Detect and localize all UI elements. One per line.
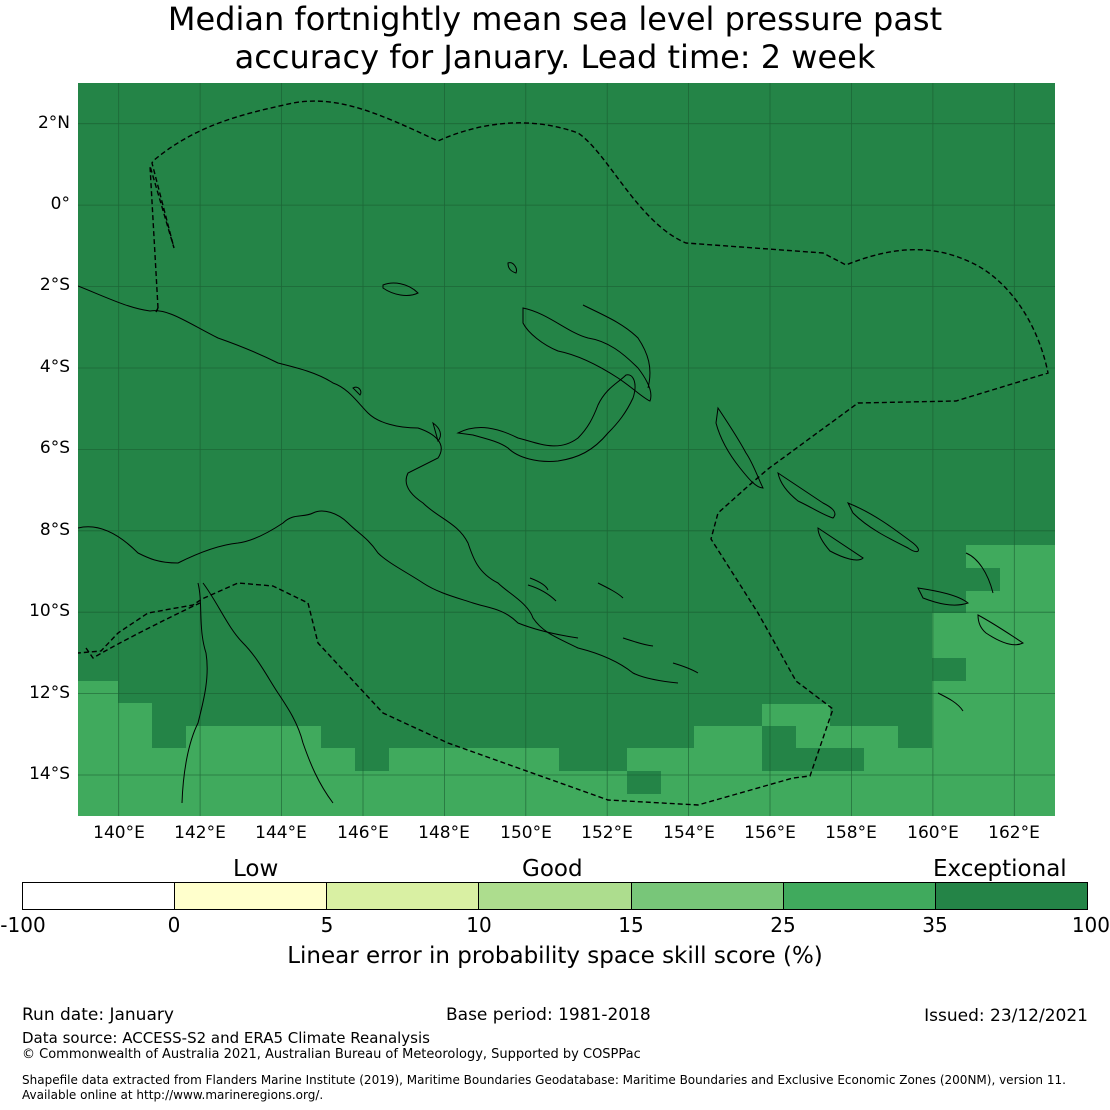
- exceptional-patch-3: [796, 748, 864, 771]
- lat-label-0: 0°: [50, 194, 70, 214]
- lon-label-148e: 148°E: [418, 823, 470, 843]
- colorbar-segment-2: [175, 883, 328, 909]
- lon-label-160e: 160°E: [907, 823, 959, 843]
- colorbar-tick-5: 5: [320, 913, 334, 937]
- lat-label-6s: 6°S: [39, 438, 70, 458]
- colorbar-segment-1: [23, 883, 176, 909]
- colorbar-title: Linear error in probability space skill …: [287, 943, 823, 969]
- map-svg: [78, 83, 1055, 816]
- data-source: Data source: ACCESS-S2 and ERA5 Climate …: [22, 1029, 430, 1047]
- category-good: Good: [522, 856, 583, 882]
- map-title: Median fortnightly mean sea level pressu…: [0, 0, 1110, 76]
- colorbar-tick-100: 100: [1071, 913, 1110, 937]
- exceptional-patch-1: [627, 771, 661, 794]
- lat-label-12s: 12°S: [29, 683, 70, 703]
- lat-label-2n: 2°N: [37, 113, 70, 133]
- lat-label-4s: 4°S: [39, 357, 70, 377]
- issued-date: Issued: 23/12/2021: [924, 1006, 1088, 1026]
- coastlines: [78, 262, 1024, 804]
- title-line-1: Median fortnightly mean sea level pressu…: [167, 0, 943, 38]
- lon-label-144e: 144°E: [255, 823, 307, 843]
- colorbar-segment-3: [327, 883, 480, 909]
- title-line-2: accuracy for January. Lead time: 2 week: [234, 38, 876, 76]
- colorbar-segment-6: [783, 883, 936, 909]
- colorbar-tick-0: 0: [167, 913, 181, 937]
- skill-score-map: [78, 83, 1055, 816]
- lat-label-10s: 10°S: [29, 601, 70, 621]
- lon-label-152e: 152°E: [581, 823, 633, 843]
- category-low: Low: [233, 856, 279, 882]
- lat-label-2s: 2°S: [39, 275, 70, 295]
- lon-label-156e: 156°E: [744, 823, 796, 843]
- graticule: [78, 83, 1055, 816]
- copyright: © Commonwealth of Australia 2021, Austra…: [22, 1047, 641, 1062]
- colorbar-tick-35: 35: [922, 913, 948, 937]
- shapefile-credit-2: Available online at http://www.marinereg…: [22, 1088, 324, 1102]
- lon-label-150e: 150°E: [500, 823, 552, 843]
- colorbar-segment-7: [935, 883, 1087, 909]
- colorbar-tick-10: 10: [466, 913, 492, 937]
- colorbar-segment-4: [479, 883, 632, 909]
- lon-label-142e: 142°E: [174, 823, 226, 843]
- lon-label-162e: 162°E: [988, 823, 1040, 843]
- eez-boundary: [78, 100, 1049, 806]
- lat-label-14s: 14°S: [29, 764, 70, 784]
- base-period: Base period: 1981-2018: [446, 1005, 651, 1025]
- colorbar: [22, 882, 1088, 910]
- eez-boundary-west: [85, 307, 201, 659]
- lon-label-158e: 158°E: [825, 823, 877, 843]
- category-exceptional: Exceptional: [933, 856, 1067, 882]
- lon-label-146e: 146°E: [337, 823, 389, 843]
- run-date: Run date: January: [22, 1005, 174, 1025]
- shapefile-credit-1: Shapefile data extracted from Flanders M…: [22, 1073, 1066, 1087]
- lon-label-140e: 140°E: [93, 823, 145, 843]
- colorbar-tick-25: 25: [770, 913, 796, 937]
- colorbar-tick-neg100: -100: [0, 913, 46, 937]
- lon-label-154e: 154°E: [663, 823, 715, 843]
- lat-label-8s: 8°S: [39, 520, 70, 540]
- exceptional-patch-2: [762, 726, 796, 771]
- colorbar-tick-15: 15: [618, 913, 644, 937]
- colorbar-segment-5: [631, 883, 784, 909]
